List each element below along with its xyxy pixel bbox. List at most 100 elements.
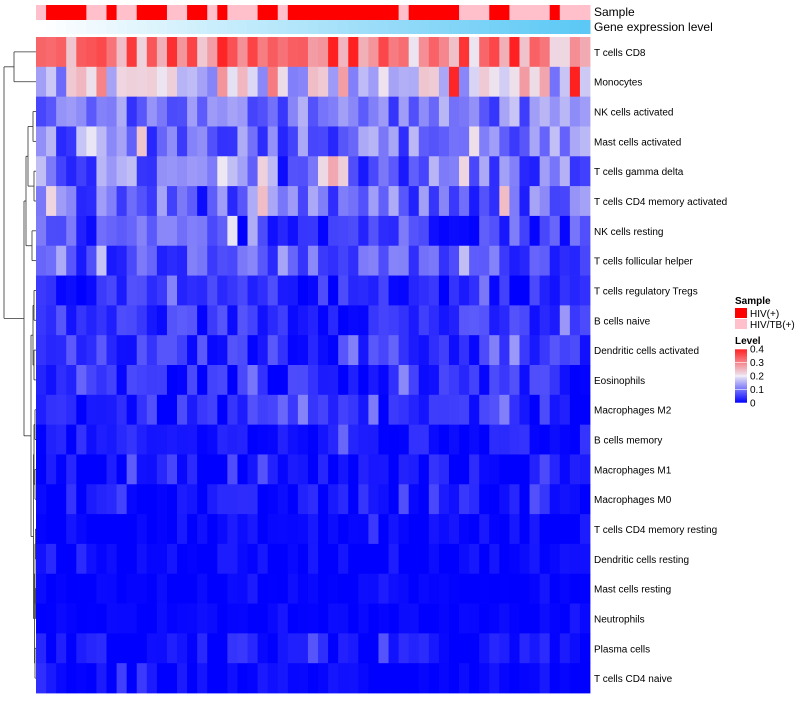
heatmap-cell	[509, 603, 520, 634]
heatmap-cell	[388, 215, 400, 247]
heatmap-cell	[539, 96, 551, 127]
heatmap-cell	[438, 484, 450, 515]
heatmap-cell	[398, 514, 410, 545]
heatmap-cell	[207, 603, 218, 634]
sample-annotation-cell	[418, 5, 430, 20]
heatmap-cell	[247, 573, 258, 604]
heatmap-cell	[237, 96, 248, 127]
heatmap-cell	[378, 96, 389, 127]
heatmap-cell	[529, 245, 541, 276]
heatmap-cell	[36, 186, 47, 217]
heatmap-cell	[146, 424, 158, 455]
gene-expression-cell	[388, 20, 400, 34]
heatmap-cell	[378, 156, 389, 187]
heatmap-cell	[459, 663, 470, 694]
heatmap-cell	[227, 96, 238, 127]
sample-annotation-cell	[579, 5, 591, 20]
heatmap-cell	[579, 633, 591, 664]
heatmap-cell	[146, 603, 158, 634]
heatmap-cell	[187, 484, 198, 515]
heatmap-cell	[318, 663, 329, 694]
heatmap-cell	[197, 663, 208, 694]
heatmap-cell	[378, 543, 389, 575]
heatmap-cell	[86, 424, 97, 455]
heatmap-cell	[388, 126, 400, 157]
gene-expression-cell	[86, 20, 97, 34]
heatmap-cell	[529, 365, 541, 396]
heatmap-cell	[247, 305, 258, 336]
heatmap-cell	[529, 186, 541, 217]
sample-annotation-cell	[46, 5, 57, 20]
heatmap-cell	[338, 186, 349, 217]
level-legend: Level 0.4 0.3 0.2 0.1 0	[735, 336, 764, 410]
heatmap-cell	[187, 126, 198, 157]
heatmap-cell	[76, 305, 87, 336]
heatmap-cell	[277, 424, 289, 455]
heatmap-cell	[469, 245, 480, 276]
heatmap-cell	[307, 66, 319, 98]
heatmap-cell	[378, 663, 389, 694]
legend-swatch-hiv-tb	[735, 319, 747, 329]
heatmap-cell	[197, 66, 208, 98]
heatmap-cell	[328, 454, 339, 485]
heatmap-cell	[76, 96, 87, 127]
heatmap-cell	[489, 335, 500, 366]
heatmap-cell	[307, 424, 319, 455]
heatmap-cell	[579, 603, 591, 634]
heatmap-cell	[519, 394, 530, 426]
heatmap-cell	[388, 156, 400, 187]
heatmap-cell	[448, 96, 460, 127]
heatmap-cell	[509, 365, 520, 396]
heatmap-cell	[479, 394, 490, 426]
heatmap-cell	[368, 365, 379, 396]
heatmap-cell	[297, 484, 309, 515]
heatmap-cell	[489, 275, 500, 306]
heatmap-cell	[408, 573, 420, 604]
heatmap-cell	[479, 454, 490, 485]
heatmap-cell	[378, 305, 389, 336]
heatmap-cell	[166, 335, 178, 366]
heatmap-cell	[56, 573, 67, 604]
heatmap-cell	[469, 335, 480, 366]
heatmap-cell	[338, 66, 349, 98]
heatmap-cell	[207, 543, 218, 575]
heatmap-cell	[96, 215, 107, 247]
heatmap-cell	[529, 573, 541, 604]
heatmap-cell	[197, 96, 208, 127]
heatmap-cell	[146, 573, 158, 604]
heatmap-cell	[539, 454, 551, 485]
heatmap-cell	[418, 573, 430, 604]
heatmap-cell	[569, 365, 581, 396]
heatmap-cell	[36, 96, 47, 127]
heatmap-cell	[297, 66, 309, 98]
heatmap-cell	[519, 96, 530, 127]
heatmap-cell	[519, 633, 530, 664]
heatmap-cell	[418, 37, 430, 68]
heatmap-cell	[46, 275, 57, 306]
sample-annotation-cell	[549, 5, 561, 20]
heatmap-cell	[187, 156, 198, 187]
heatmap-cell	[177, 66, 188, 98]
row-label: T cells regulatory Tregs	[594, 286, 698, 297]
heatmap-cell	[408, 126, 420, 157]
heatmap-cell	[307, 37, 319, 68]
heatmap-cell	[36, 454, 47, 485]
heatmap-cell	[499, 245, 510, 276]
heatmap-cell	[156, 245, 168, 276]
sample-annotation-cell	[368, 5, 379, 20]
heatmap-cell	[126, 633, 138, 664]
heatmap-cell	[86, 663, 97, 694]
heatmap-cell	[328, 245, 339, 276]
heatmap-cell	[358, 245, 369, 276]
heatmap-cell	[177, 335, 188, 366]
heatmap-cell	[408, 514, 420, 545]
heatmap-cell	[418, 245, 430, 276]
heatmap-cell	[469, 484, 480, 515]
heatmap-cell	[247, 275, 258, 306]
gene-expression-cell	[348, 20, 359, 34]
heatmap-cell	[277, 275, 289, 306]
heatmap-cell	[166, 394, 178, 426]
heatmap-cell	[579, 424, 591, 455]
heatmap-cell	[146, 394, 158, 426]
heatmap-cell	[368, 126, 379, 157]
